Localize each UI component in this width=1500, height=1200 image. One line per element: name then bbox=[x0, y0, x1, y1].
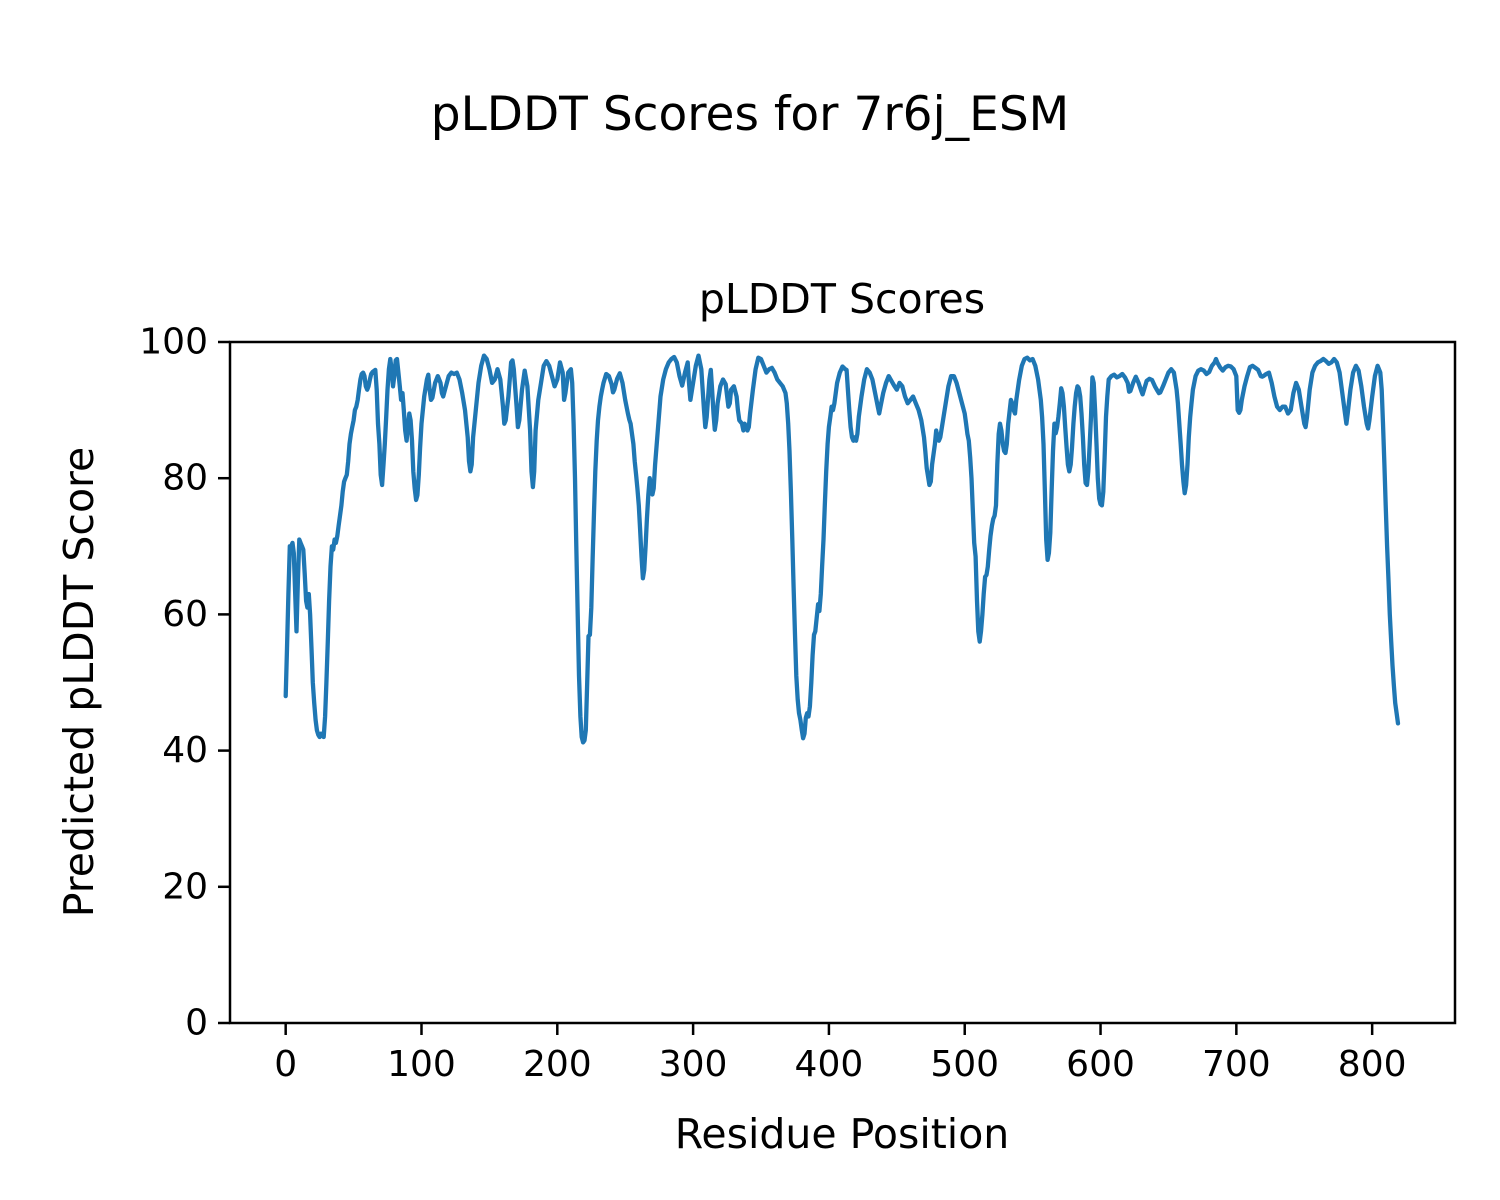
y-tick-label: 80 bbox=[162, 458, 208, 499]
y-tick-label: 40 bbox=[162, 730, 208, 771]
y-tick-label: 100 bbox=[139, 322, 208, 363]
y-axis-label: Predicted pLDDT Score bbox=[55, 447, 103, 917]
y-tick-label: 60 bbox=[162, 594, 208, 635]
figure-suptitle: pLDDT Scores for 7r6j_ESM bbox=[431, 87, 1069, 142]
x-tick-label: 300 bbox=[659, 1044, 728, 1085]
x-tick-label: 0 bbox=[274, 1044, 297, 1085]
x-tick-label: 700 bbox=[1202, 1044, 1271, 1085]
y-axis-ticks: 0 20 40 60 80 100 bbox=[139, 322, 230, 1044]
y-tick-label: 20 bbox=[162, 866, 208, 907]
x-tick-label: 100 bbox=[387, 1044, 456, 1085]
x-tick-label: 800 bbox=[1338, 1044, 1407, 1085]
x-tick-label: 400 bbox=[795, 1044, 864, 1085]
x-axis-ticks: 0 100 200 300 400 500 600 700 800 bbox=[274, 1023, 1407, 1085]
x-axis-label: Residue Position bbox=[675, 1110, 1010, 1158]
x-tick-label: 500 bbox=[930, 1044, 999, 1085]
plddt-series-line bbox=[283, 353, 1401, 745]
x-tick-label: 200 bbox=[523, 1044, 592, 1085]
plot-area-frame bbox=[228, 340, 1457, 1025]
axes-title: pLDDT Scores bbox=[699, 275, 985, 323]
x-tick-label: 600 bbox=[1066, 1044, 1135, 1085]
y-tick-label: 0 bbox=[185, 1003, 208, 1044]
